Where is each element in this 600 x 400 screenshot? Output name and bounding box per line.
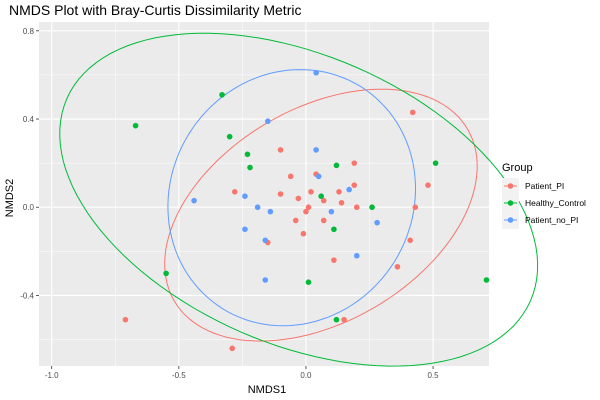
point-healthy-control xyxy=(305,279,312,286)
point-patient-pi xyxy=(331,257,337,263)
point-patient-pi xyxy=(277,191,284,197)
point-healthy-control xyxy=(219,91,225,98)
point-patient-pi xyxy=(300,230,307,237)
y-tick-label: 0.4 xyxy=(23,115,35,124)
legend: Group Patient_PI Healthy_Control Patient_n… xyxy=(502,162,586,229)
y-tick-label: 0.8 xyxy=(23,27,35,36)
point-healthy-control xyxy=(163,270,169,277)
point-healthy-control xyxy=(333,316,340,323)
point-patient-pi xyxy=(338,200,345,206)
point-healthy-control xyxy=(226,133,233,140)
legend-label-healthy-control: Healthy_Control xyxy=(525,198,586,208)
point-patient-no-pi xyxy=(242,193,248,200)
point-patient-pi xyxy=(320,217,327,224)
point-patient-no-pi xyxy=(242,226,248,233)
point-patient-no-pi xyxy=(374,219,380,226)
point-patient-pi xyxy=(308,188,314,195)
point-healthy-control xyxy=(432,160,439,166)
ellipse-patient-pi xyxy=(164,88,478,342)
point-patient-no-pi xyxy=(315,173,322,180)
point-healthy-control xyxy=(483,277,490,283)
legend-label-patient-no-pi: Patient_no_PI xyxy=(525,215,578,225)
point-patient-no-pi xyxy=(313,147,319,153)
point-patient-no-pi xyxy=(262,237,269,244)
x-tick-label: 0.0 xyxy=(300,371,312,380)
x-tick-label: 0.5 xyxy=(428,371,440,380)
legend-key-point xyxy=(507,217,514,223)
point-patient-pi xyxy=(231,188,238,195)
data-points xyxy=(122,69,490,352)
point-patient-pi xyxy=(295,195,302,202)
x-axis-title: NMDS1 xyxy=(248,384,287,396)
point-patient-pi xyxy=(305,204,312,211)
point-healthy-control xyxy=(369,204,375,211)
legend-key-point xyxy=(507,200,514,206)
point-healthy-control xyxy=(333,162,340,169)
ellipse-patient-no-pi xyxy=(167,69,417,327)
point-patient-pi xyxy=(122,316,129,323)
point-healthy-control xyxy=(318,193,325,200)
panel-background xyxy=(39,22,489,366)
point-patient-pi xyxy=(320,197,327,204)
point-healthy-control xyxy=(244,151,251,158)
legend-title: Group xyxy=(502,162,533,174)
point-patient-no-pi xyxy=(254,204,261,211)
point-patient-pi xyxy=(351,160,358,166)
point-patient-no-pi xyxy=(328,208,335,215)
x-tick-label: -1.0 xyxy=(45,371,59,380)
plot-panel xyxy=(39,22,489,366)
confidence-ellipses xyxy=(59,32,539,367)
point-patient-no-pi xyxy=(346,186,352,193)
point-patient-pi xyxy=(341,316,347,323)
y-axis-title: NMDS2 xyxy=(4,179,16,218)
point-patient-pi xyxy=(287,173,294,180)
point-patient-pi xyxy=(336,188,342,195)
legend-label-patient-pi: Patient_PI xyxy=(525,181,564,191)
point-patient-pi xyxy=(229,345,236,352)
point-patient-pi xyxy=(292,217,299,224)
point-patient-pi xyxy=(394,263,401,270)
point-healthy-control xyxy=(132,122,139,129)
x-tick-label: -0.5 xyxy=(172,371,186,380)
point-patient-no-pi xyxy=(353,252,360,259)
point-patient-no-pi xyxy=(191,197,197,204)
y-tick-label: -0.4 xyxy=(20,291,34,300)
legend-key-point xyxy=(507,183,514,189)
point-patient-pi xyxy=(409,109,416,116)
point-patient-no-pi xyxy=(265,118,271,125)
point-patient-no-pi xyxy=(267,208,274,215)
point-patient-pi xyxy=(425,182,431,188)
point-patient-pi xyxy=(277,147,284,153)
point-patient-pi xyxy=(353,204,360,211)
axes: -1.0 -0.5 0.0 0.5 -0.4 0.0 0.4 0.8 xyxy=(20,27,439,380)
y-tick-label: 0.0 xyxy=(23,203,35,212)
point-patient-pi xyxy=(351,182,358,188)
point-patient-no-pi xyxy=(313,69,319,76)
point-patient-no-pi xyxy=(262,277,269,283)
point-patient-pi xyxy=(407,237,413,244)
point-healthy-control xyxy=(331,226,337,233)
chart-title: NMDS Plot with Bray-Curtis Dissimilarity… xyxy=(9,2,301,18)
point-healthy-control xyxy=(247,164,253,171)
point-patient-pi xyxy=(412,204,419,211)
point-patient-pi xyxy=(303,208,309,215)
ellipse-healthy-control xyxy=(59,32,539,367)
